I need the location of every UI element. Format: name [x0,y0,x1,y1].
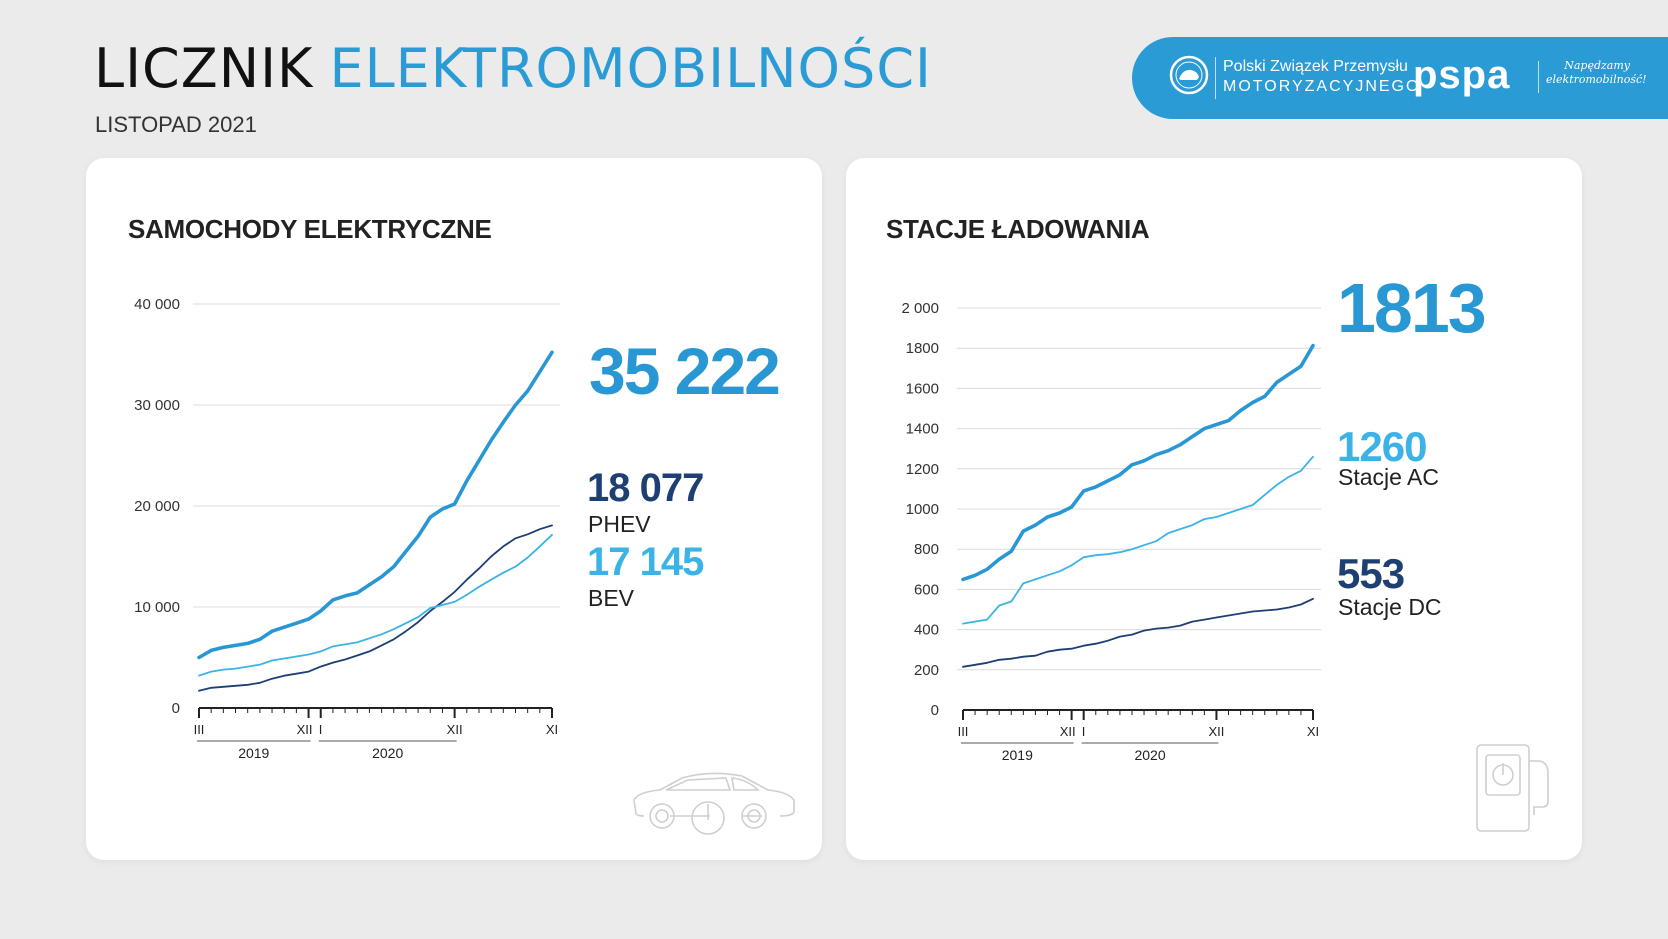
x-tick-label: I [1082,724,1086,739]
series-line-total [961,343,1315,582]
power-icon-2 [1492,763,1514,786]
series-line-phev [198,524,553,692]
car-icon [633,772,795,835]
pspa-logo: pspa [1413,53,1511,97]
y-tick-label: 1800 [906,340,939,357]
charging-station-icon [1476,744,1549,832]
year-label: 2019 [238,745,269,761]
x-tick-label: III [958,724,969,739]
x-tick-label: XII [1060,724,1076,739]
y-tick-label: 2 000 [901,300,939,317]
slogan: Napędzamy elektromobilność! [1546,59,1647,88]
dc-value: 553 [1337,550,1405,597]
cars-total: 35 222 [589,334,781,408]
y-tick-label: 30 000 [134,397,180,414]
x-tick-label: XII [1208,724,1224,739]
page-title: LICZNIK ELEKTROMOBILNOŚCI [94,34,932,104]
series-line-total [197,350,554,660]
y-tick-label: 40 000 [134,296,180,313]
title-part-1: LICZNIK [94,37,314,100]
year-label: 2020 [372,745,403,761]
stations-card-title: STACJE ŁADOWANIA [886,214,1150,244]
year-label: 2019 [1002,747,1033,763]
y-tick-label: 0 [172,700,180,717]
series-line-stacje-ac [962,455,1314,625]
title-part-2: ELEKTROMOBILNOŚCI [329,37,932,100]
y-tick-label: 200 [914,662,939,679]
y-tick-label: 1200 [906,461,939,478]
org-line-2: MOTORYZACYJNEGO [1223,78,1421,95]
cars-card: SAMOCHODY ELEKTRYCZNE 0 10 000 20 000 30 00… [86,158,822,860]
phev-value: 18 077 [587,466,704,510]
x-tick-label: III [194,722,205,737]
partner-banner: Polski Związek Przemysłu MOTORYZACYJNEGO… [1132,37,1668,119]
series-line-bev [198,533,553,677]
bev-label: BEV [588,585,635,611]
bev-value: 17 145 [587,540,704,584]
ac-label: Stacje AC [1338,464,1439,490]
y-tick-label: 10 000 [134,599,180,616]
cars-card-title: SAMOCHODY ELEKTRYCZNE [128,214,492,244]
banner-divider-2 [1538,61,1539,93]
dc-label: Stacje DC [1338,594,1442,620]
y-tick-label: 400 [914,622,939,639]
ac-value: 1260 [1337,423,1427,470]
x-tick-label: XII [447,722,463,737]
y-tick-label: 0 [931,702,939,719]
org-line-1: Polski Związek Przemysłu [1223,58,1408,75]
series-line-stacje-dc [962,597,1314,668]
y-tick-label: 1600 [906,380,939,397]
y-tick-label: 20 000 [134,498,180,515]
seal-logo-icon [1169,55,1209,95]
y-tick-label: 1400 [906,421,939,438]
stations-total: 1813 [1337,269,1487,347]
x-tick-label: I [319,722,323,737]
slogan-line-2: elektromobilność! [1546,73,1647,87]
power-icon [691,801,725,835]
slogan-line-1: Napędzamy [1564,59,1630,72]
y-tick-label: 1000 [906,501,939,518]
x-tick-label: XI [1307,724,1319,739]
y-tick-label: 600 [914,581,939,598]
x-tick-label: XII [297,722,313,737]
year-label: 2020 [1134,747,1165,763]
stations-card: STACJE ŁADOWANIA 0 200 400 600 800 1000 1200 14… [846,158,1582,860]
phev-label: PHEV [588,511,651,537]
banner-divider [1215,57,1216,99]
page-subtitle: LISTOPAD 2021 [95,112,257,137]
x-tick-label: XI [546,722,558,737]
cars-chart: 0 10 000 20 000 30 000 40 000 III XII I XII XI 201… [134,296,560,761]
org-name: Polski Związek Przemysłu MOTORYZACYJNEGO [1223,57,1420,97]
y-tick-label: 800 [914,541,939,558]
